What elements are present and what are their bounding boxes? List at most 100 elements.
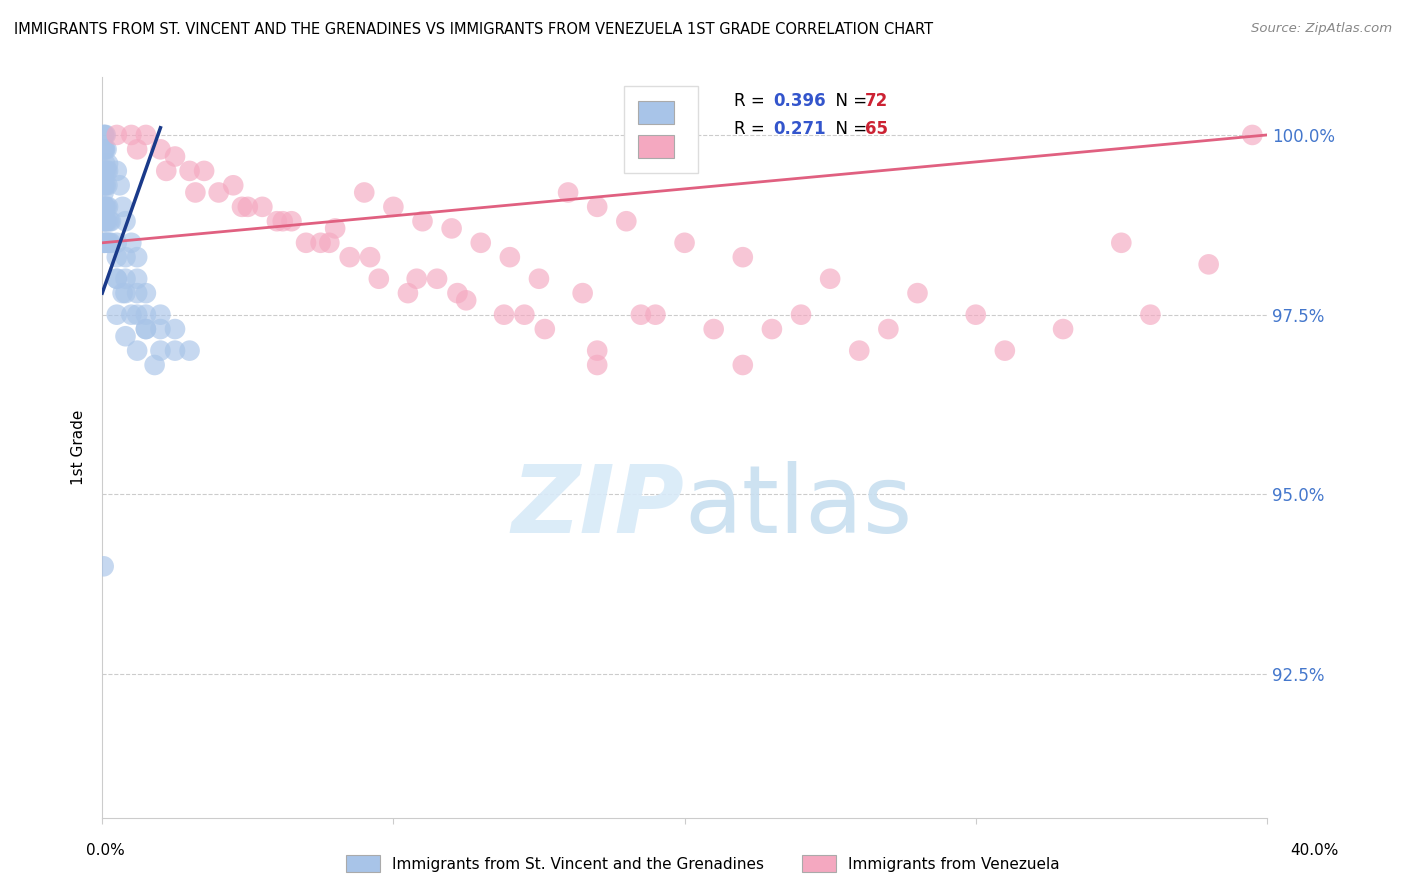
- Point: [98, 214, 121, 228]
- Point: [280, 214, 302, 228]
- Point: [97, 164, 120, 178]
- Point: [93, 214, 115, 228]
- Point: [135, 322, 157, 336]
- Point: [586, 343, 609, 358]
- Text: 0.271: 0.271: [773, 120, 825, 138]
- Point: [1052, 322, 1074, 336]
- Point: [673, 235, 696, 250]
- Point: [127, 142, 149, 156]
- Legend: Immigrants from St. Vincent and the Grenadines, Immigrants from Venezuela: Immigrants from St. Vincent and the Gren…: [339, 847, 1067, 880]
- Point: [353, 186, 375, 200]
- Point: [411, 214, 433, 228]
- Point: [557, 186, 579, 200]
- Text: 0.0%: 0.0%: [86, 843, 125, 858]
- Point: [271, 214, 294, 228]
- Point: [127, 286, 149, 301]
- Point: [513, 308, 536, 322]
- Point: [93, 128, 115, 142]
- Point: [163, 149, 186, 163]
- Point: [208, 186, 231, 200]
- Point: [179, 343, 201, 358]
- Point: [93, 142, 115, 156]
- Point: [143, 358, 166, 372]
- Point: [818, 271, 841, 285]
- Text: 65: 65: [865, 120, 887, 138]
- Point: [252, 200, 274, 214]
- Point: [93, 164, 115, 178]
- Point: [98, 235, 121, 250]
- Point: [323, 221, 346, 235]
- Text: N =: N =: [825, 92, 873, 110]
- Point: [426, 271, 449, 285]
- Point: [105, 164, 128, 178]
- Point: [114, 214, 136, 228]
- Point: [105, 250, 128, 264]
- Point: [761, 322, 783, 336]
- Point: [96, 200, 118, 214]
- Point: [120, 235, 142, 250]
- Point: [105, 308, 128, 322]
- Point: [193, 164, 215, 178]
- Point: [149, 322, 172, 336]
- Point: [586, 358, 609, 372]
- Point: [309, 235, 332, 250]
- Point: [731, 358, 754, 372]
- Point: [105, 128, 128, 142]
- Point: [97, 200, 120, 214]
- Point: [93, 128, 115, 142]
- Text: IMMIGRANTS FROM ST. VINCENT AND THE GRENADINES VS IMMIGRANTS FROM VENEZUELA 1ST : IMMIGRANTS FROM ST. VINCENT AND THE GREN…: [14, 22, 934, 37]
- Point: [114, 271, 136, 285]
- Point: [149, 142, 172, 156]
- Point: [492, 308, 515, 322]
- Point: [790, 308, 813, 322]
- Point: [135, 322, 157, 336]
- Point: [359, 250, 381, 264]
- Text: 72: 72: [865, 92, 889, 110]
- Point: [184, 186, 207, 200]
- Point: [105, 271, 128, 285]
- Point: [93, 559, 115, 574]
- Point: [96, 235, 118, 250]
- Point: [630, 308, 652, 322]
- Point: [93, 200, 115, 214]
- Point: [96, 214, 118, 228]
- Text: Source: ZipAtlas.com: Source: ZipAtlas.com: [1251, 22, 1392, 36]
- Point: [149, 308, 172, 322]
- Point: [644, 308, 666, 322]
- Point: [127, 308, 149, 322]
- Point: [105, 271, 128, 285]
- Point: [236, 200, 259, 214]
- Point: [96, 164, 118, 178]
- Point: [114, 286, 136, 301]
- Point: [93, 178, 115, 193]
- Point: [96, 235, 118, 250]
- Point: [135, 286, 157, 301]
- Point: [94, 214, 117, 228]
- Point: [440, 221, 463, 235]
- Point: [703, 322, 725, 336]
- Point: [295, 235, 318, 250]
- Point: [135, 308, 157, 322]
- Point: [127, 250, 149, 264]
- Point: [382, 200, 405, 214]
- Point: [1111, 235, 1133, 250]
- Legend: , : ,: [624, 87, 697, 172]
- Point: [135, 128, 157, 142]
- Point: [367, 271, 389, 285]
- Point: [731, 250, 754, 264]
- Point: [339, 250, 361, 264]
- Point: [163, 343, 186, 358]
- Point: [93, 235, 115, 250]
- Point: [94, 164, 117, 178]
- Point: [105, 235, 128, 250]
- Point: [1139, 308, 1161, 322]
- Text: ZIP: ZIP: [512, 461, 685, 553]
- Point: [527, 271, 550, 285]
- Text: 40.0%: 40.0%: [1291, 843, 1339, 858]
- Point: [405, 271, 427, 285]
- Point: [318, 235, 340, 250]
- Point: [994, 343, 1017, 358]
- Point: [93, 214, 115, 228]
- Point: [120, 308, 142, 322]
- Point: [94, 142, 117, 156]
